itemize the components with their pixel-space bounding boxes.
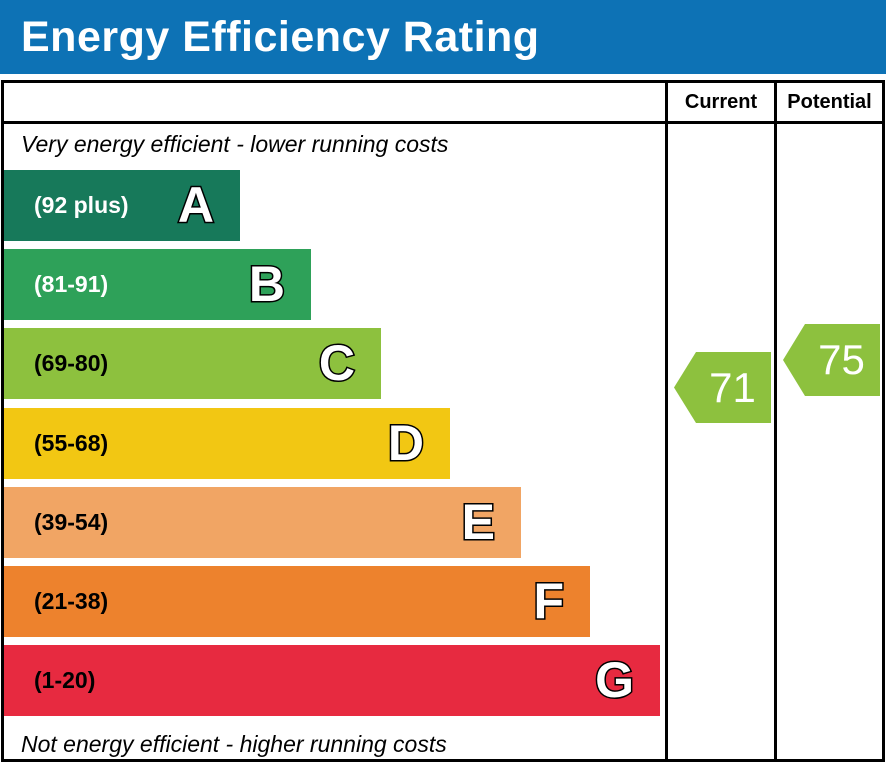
band-row-d: (55-68) D [4,408,450,479]
column-divider-potential [774,83,777,759]
band-range-g: (1-20) [34,667,96,693]
potential-column-header: Potential [787,90,872,113]
band-range-b: (81-91) [34,271,109,297]
band-letter-a: A [176,176,215,235]
band-range-c: (69-80) [34,350,109,376]
header-row-divider [4,121,882,124]
top-note: Very energy efficient - lower running co… [21,131,449,157]
band-letter-f: F [532,572,566,631]
band-range-f: (21-38) [34,588,109,614]
band-range-e: (39-54) [34,509,109,535]
band-row-e: (39-54) E [4,487,521,558]
band-row-a: (92 plus) A [4,170,240,241]
page-title: Energy Efficiency Rating [21,12,540,61]
potential-rating-value: 75 [818,336,865,383]
band-row-b: (81-91) B [4,249,311,320]
band-letter-g: G [594,651,636,710]
band-row-c: (69-80) C [4,328,381,399]
current-rating-arrow: 71 [674,352,771,423]
band-letter-d: D [386,414,425,473]
band-row-g: (1-20) G [4,645,660,716]
current-column-header: Current [684,90,758,113]
title-bar: Energy Efficiency Rating [0,0,886,74]
current-rating-value: 71 [709,363,756,411]
band-row-f: (21-38) F [4,566,590,637]
column-divider-current [665,83,668,759]
rating-table: Current Potential Very energy efficient … [1,80,885,762]
band-range-a: (92 plus) [34,192,129,218]
band-letter-c: C [317,334,356,393]
band-letter-e: E [460,493,496,552]
band-letter-b: B [247,255,286,314]
bottom-note: Not energy efficient - higher running co… [21,731,447,757]
band-range-d: (55-68) [34,430,109,456]
potential-rating-arrow: 75 [783,324,880,396]
